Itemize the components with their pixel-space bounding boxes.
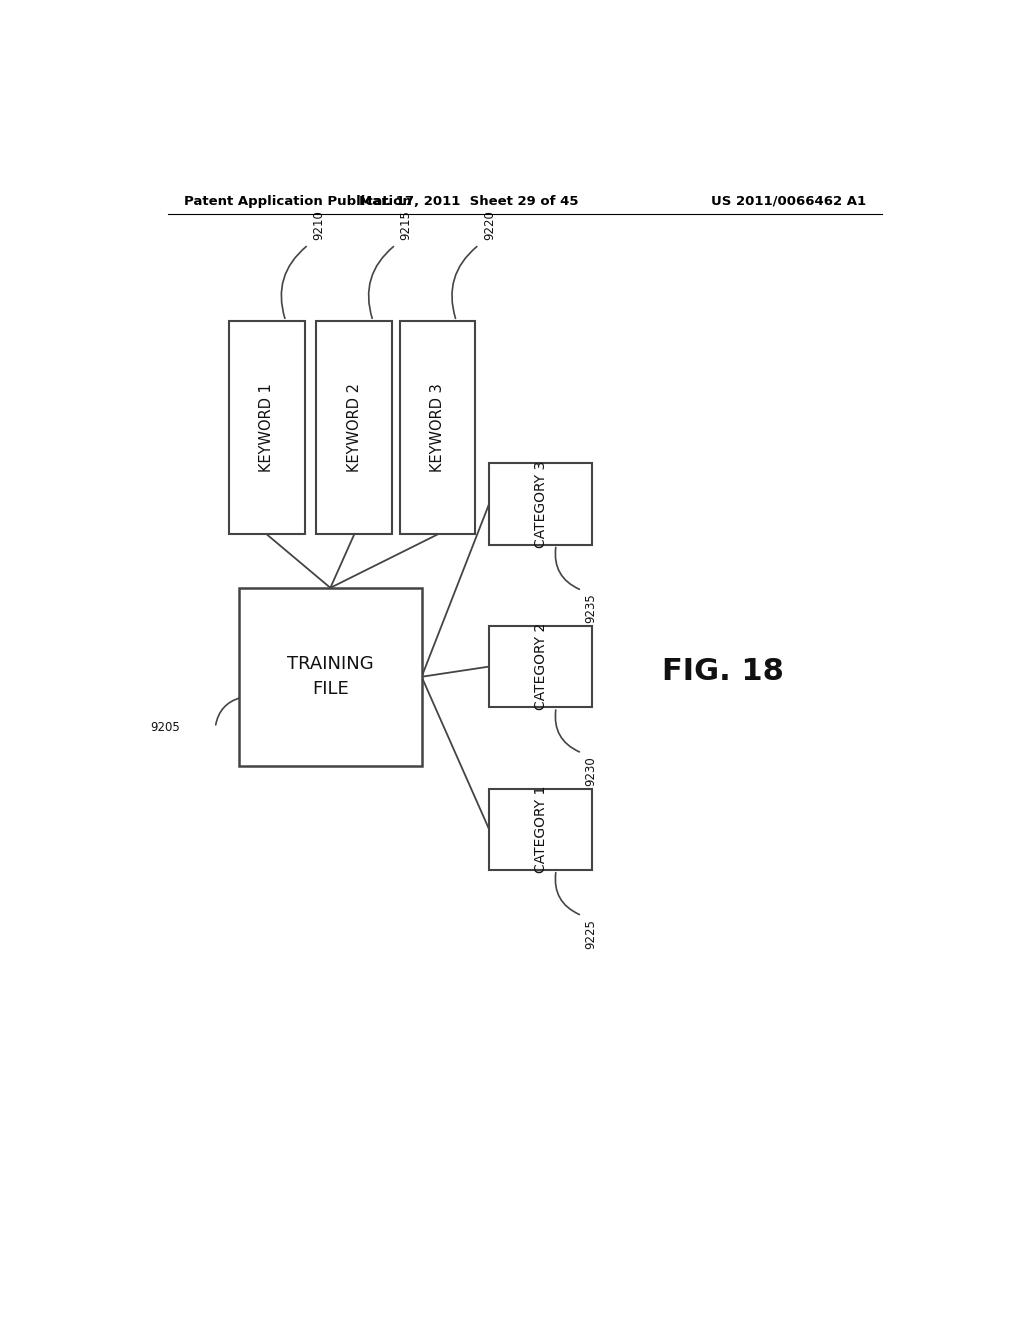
- Text: KEYWORD 2: KEYWORD 2: [347, 383, 361, 473]
- Text: 9235: 9235: [585, 594, 597, 623]
- Text: KEYWORD 3: KEYWORD 3: [430, 383, 445, 473]
- Bar: [399, 321, 475, 535]
- Text: CATEGORY 2: CATEGORY 2: [534, 623, 548, 710]
- Bar: [316, 321, 392, 535]
- Text: Patent Application Publication: Patent Application Publication: [183, 194, 412, 207]
- Text: 9210: 9210: [312, 210, 326, 240]
- Bar: [229, 321, 304, 535]
- Text: CATEGORY 1: CATEGORY 1: [534, 785, 548, 873]
- Text: 9220: 9220: [483, 210, 496, 240]
- Text: 9225: 9225: [585, 919, 597, 949]
- Text: 9205: 9205: [150, 721, 179, 734]
- Bar: [240, 587, 422, 766]
- Text: 9230: 9230: [585, 756, 597, 785]
- Text: KEYWORD 1: KEYWORD 1: [259, 383, 274, 473]
- Text: CATEGORY 3: CATEGORY 3: [534, 461, 548, 548]
- Bar: [489, 626, 592, 708]
- Text: TRAINING
FILE: TRAINING FILE: [287, 655, 374, 698]
- Bar: [489, 788, 592, 870]
- Text: Mar. 17, 2011  Sheet 29 of 45: Mar. 17, 2011 Sheet 29 of 45: [359, 194, 579, 207]
- Text: 9215: 9215: [399, 210, 413, 240]
- Text: US 2011/0066462 A1: US 2011/0066462 A1: [711, 194, 866, 207]
- Bar: [489, 463, 592, 545]
- Text: FIG. 18: FIG. 18: [663, 657, 784, 686]
